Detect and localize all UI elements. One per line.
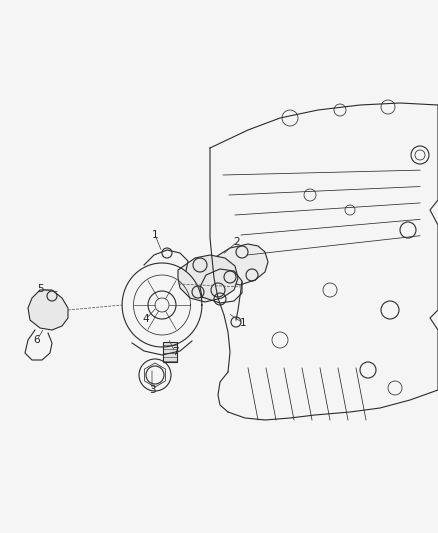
Text: 1: 1 [240, 318, 246, 328]
Polygon shape [214, 244, 268, 285]
Text: 1: 1 [152, 230, 158, 240]
Polygon shape [28, 290, 68, 330]
Polygon shape [178, 255, 238, 302]
Text: 7: 7 [172, 347, 178, 357]
Text: 4: 4 [143, 314, 149, 324]
Text: 5: 5 [37, 284, 43, 294]
Polygon shape [163, 342, 177, 362]
Text: 3: 3 [148, 385, 155, 395]
Text: 6: 6 [34, 335, 40, 345]
Text: 2: 2 [234, 237, 240, 247]
